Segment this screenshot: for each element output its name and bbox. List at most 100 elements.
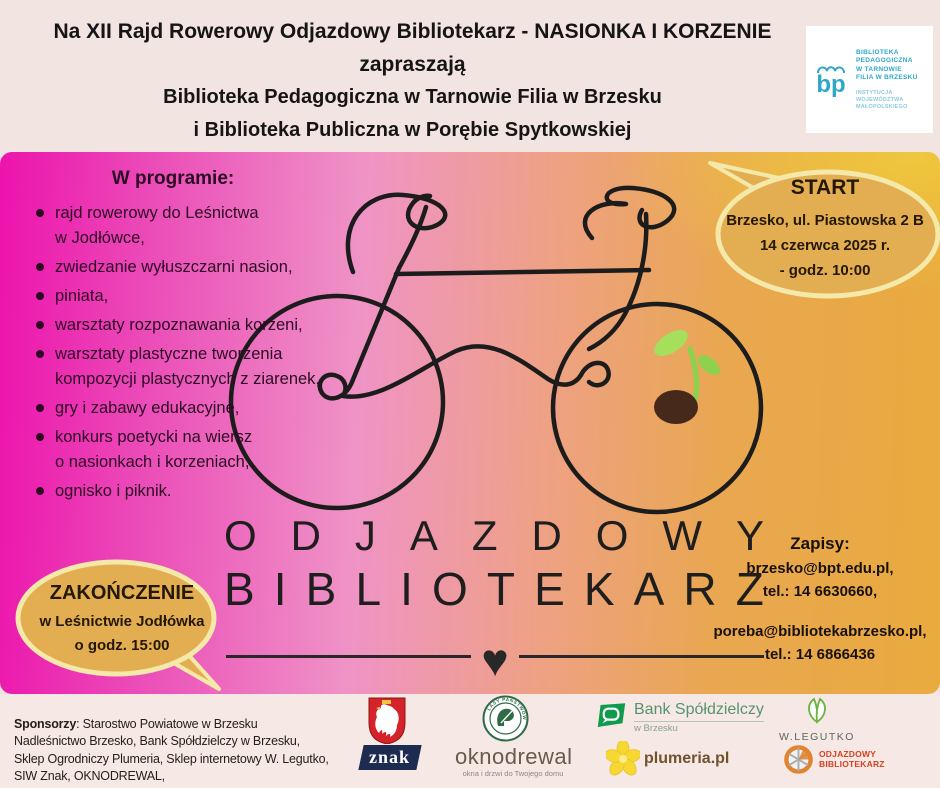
plumeria-name: plumeria.pl (644, 750, 730, 767)
seed-with-sprout (654, 329, 720, 424)
bp-sub-line: INSTYTUCJA (856, 89, 893, 96)
bp-sub-line: WOJEWÓDZTWA (856, 96, 904, 103)
end-detail-line: o godz. 15:00 (74, 637, 170, 654)
left-wheel (228, 293, 446, 511)
seed (654, 390, 698, 424)
heart-icon: ♥ (481, 634, 509, 686)
end-bubble-shape (15, 559, 221, 691)
bp-library-name: BIBLIOTEKA PEDAGOGICZNA W TARNOWIE FILIA W … (856, 49, 918, 83)
bank-spoldzielczy-logo: Bank Spółdzielczy w Brzesku (596, 701, 764, 734)
heart-divider: ♥ (226, 636, 764, 683)
top-bar (393, 267, 652, 277)
program-title: W programie: (111, 168, 235, 189)
starostwo-powiatowe-crest-logo (366, 696, 408, 749)
signup-contact-line: tel.: 14 6630660, (762, 583, 878, 600)
bp-logo-glyph-block: bp (813, 63, 849, 98)
seat-flourish (345, 192, 448, 275)
end-title: ZAKOŃCZENIE (49, 582, 195, 604)
bp-name-line: FILIA W BRZESKU (856, 74, 918, 81)
program-item: zwiedzanie wyłuszczarni nasion, (28, 255, 328, 280)
znak-publisher-logo: znak (358, 745, 422, 770)
header-line-4: i Biblioteka Publiczna w Porębie Spytkow… (193, 119, 632, 141)
program-item: rajd rowerowy do Leśnictwa w Jodłówce, (28, 201, 328, 251)
oknodrewal-tagline: okna i drzwi do Twojego domu (462, 769, 564, 778)
bank-subtitle: w Brzesku (634, 723, 678, 734)
divider-rule-right (518, 654, 764, 658)
bank-icon (597, 703, 626, 727)
start-detail-line: 14 czerwca 2025 r. (759, 237, 891, 254)
program-item: ognisko i piknik. (28, 479, 328, 504)
signup-contact-line: tel.: 14 6866436 (764, 646, 876, 663)
poster-body: W programie: rajd rowerowy do Leśnictwa … (0, 152, 940, 694)
program-item: piniata, (28, 284, 328, 309)
znak-name: znak (369, 747, 411, 767)
odjazdowy-logo-line-2: BIBLIOTEKARZ (819, 758, 885, 769)
odjazdowy-logo-line-1: ODJAZDOWY (819, 749, 877, 759)
footer: Sponsorzy: Starostwo Powiatowe w Brzesku… (0, 691, 940, 788)
program-list: rajd rowerowy do Leśnictwa w Jodłówce, zw… (28, 201, 328, 504)
start-bubble-shape (708, 161, 940, 299)
bp-logo-text: BIBLIOTEKA PEDAGOGICZNA W TARNOWIE FILIA W … (856, 49, 918, 111)
lasy-panstwowe-logo: LASY PAŃSTWOWE (480, 691, 529, 747)
sponsors-list: : Starostwo Powiatowe w Brzesku Nadleśni… (14, 716, 329, 788)
end-bubble: ZAKOŃCZENIE w Leśnictwie Jodłówka o godz.… (28, 582, 216, 658)
program-item: warsztaty rozpoznawania korzeni, (28, 313, 328, 338)
bank-name: Bank Spółdzielczy (634, 701, 764, 722)
start-detail-line: Brzesko, ul. Piastowska 2 B (726, 212, 924, 229)
legutko-name: W.LEGUTKO (779, 731, 855, 743)
pedagogical-library-logo: bp BIBLIOTEKA PEDAGOGICZNA W TARNOWIE FILIA… (806, 26, 933, 133)
header: Na XII Rajd Rowerowy Odjazdowy Bibliotek… (0, 0, 940, 152)
bp-monogram: bp (816, 71, 846, 98)
bank-text: Bank Spółdzielczy w Brzesku (634, 701, 764, 734)
bicycle-line-art (228, 185, 764, 515)
header-title-block: Na XII Rajd Rowerowy Odjazdowy Bibliotek… (40, 15, 785, 147)
sponsors-label: Sponsorzy (14, 716, 77, 731)
odjazdowy-logo-text: ODJAZDOWY BIBLIOTEKARZ (819, 749, 885, 769)
handlebar-flourish (582, 185, 677, 241)
start-bubble: START Brzesko, ul. Piastowska 2 B 14 czer… (712, 176, 938, 283)
start-detail-line: - godz. 10:00 (779, 262, 871, 279)
seed-leaves-icon (808, 697, 826, 724)
bp-sub-line: MAŁOPOLSKIEGO (856, 103, 908, 110)
end-details: w Leśnictwie Jodłówka o godz. 15:00 (28, 610, 216, 658)
signup-contact-line: brzesko@bpt.edu.pl, (746, 560, 894, 577)
end-bubble-ellipse (15, 559, 217, 677)
plumeria-logo: plumeria.pl (606, 741, 729, 777)
eagle-crest-icon (368, 697, 406, 745)
signup-contact-line: poreba@bibliotekabrzesko.pl, (713, 623, 927, 640)
odjazdowy-bibliotekarz-logo: ODJAZDOWY BIBLIOTEKARZ (783, 744, 885, 775)
start-title: START (790, 176, 860, 199)
signup-section: Zapisy: brzesko@bpt.edu.pl, tel.: 14 6630… (704, 534, 936, 666)
bp-name-line: PEDAGOGICZNA (856, 57, 913, 64)
oknodrewal-name: oknodrewal (455, 744, 573, 769)
bp-name-line: BIBLIOTEKA (856, 48, 899, 56)
signup-contact-1: brzesko@bpt.edu.pl, tel.: 14 6630660, (704, 557, 936, 603)
bp-library-subtitle: INSTYTUCJA WOJEWÓDZTWA MAŁOPOLSKIEGO (856, 90, 918, 111)
header-line-1: Na XII Rajd Rowerowy Odjazdowy Bibliotek… (53, 20, 772, 43)
oknodrewal-logo: oknodrewal okna i drzwi do Twojego domu (455, 744, 573, 778)
header-line-2: zapraszają (359, 53, 466, 76)
divider-rule-left (226, 654, 472, 658)
owl-brows-icon (817, 66, 845, 74)
program-section: W programie: rajd rowerowy do Leśnictwa … (28, 168, 328, 508)
sprout-leaf-right (698, 355, 720, 375)
program-item: gry i zabawy edukacyjne, (28, 396, 328, 421)
seat-tube-and-swash (317, 204, 611, 401)
sprout-leaf-left (654, 329, 688, 357)
flower-icon (606, 741, 640, 776)
signup-contact-2: poreba@bibliotekabrzesko.pl, tel.: 14 686… (704, 620, 936, 666)
signup-label: Zapisy: (790, 534, 850, 553)
program-item: konkurs poetycki na wiersz o nasionkach … (28, 425, 328, 475)
fork-tube (586, 211, 649, 352)
legutko-logo: W.LEGUTKO (778, 697, 856, 743)
start-details: Brzesko, ul. Piastowska 2 B 14 czerwca 20… (712, 208, 938, 283)
bike-wheel-icon (784, 745, 813, 774)
right-wheel (550, 301, 764, 515)
start-bubble-ellipse (715, 169, 940, 299)
sponsors-text: Sponsorzy: Starostwo Powiatowe w Brzesku… (14, 698, 366, 788)
header-line-3: Biblioteka Pedagogiczna w Tarnowie Filia… (163, 86, 662, 108)
